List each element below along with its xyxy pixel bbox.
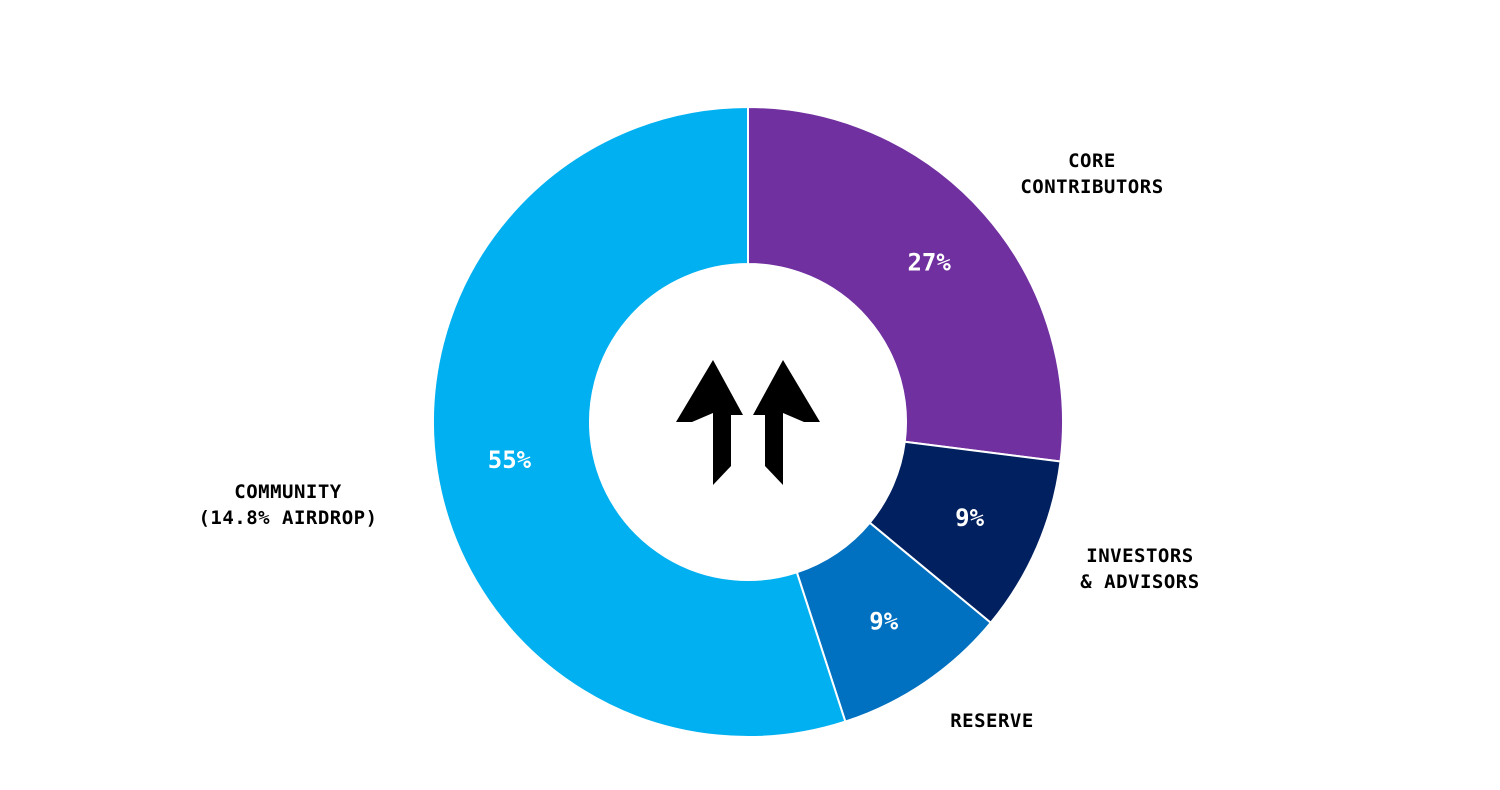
slice-category-label-line: INVESTORS	[1086, 545, 1193, 567]
slice-value-label-1: 9%	[955, 504, 984, 532]
category-labels-group: CORE CONTRIBUTORS INVESTORS & ADVISORS RESER…	[198, 150, 1199, 732]
slice-0	[747, 105, 1064, 463]
slice-value-label-2: 9%	[869, 608, 898, 636]
slice-category-label-line: COMMUNITY	[234, 481, 342, 503]
slice-category-label-1: INVESTORS & ADVISORS	[1080, 545, 1199, 593]
slice-category-label-2: RESERVE	[950, 710, 1034, 732]
slice-3	[432, 105, 847, 738]
slice-category-label-line: RESERVE	[950, 710, 1034, 732]
double-arrow-up-logo-icon	[676, 360, 820, 485]
slice-category-label-line: CORE	[1068, 150, 1116, 172]
slice-value-label-3: 55%	[488, 446, 532, 474]
slices-group	[432, 105, 1064, 738]
value-labels-group: 27% 9% 9% 55%	[488, 248, 985, 635]
slice-category-label-0: CORE CONTRIBUTORS	[1020, 150, 1163, 198]
slice-category-label-line: CONTRIBUTORS	[1020, 176, 1163, 198]
slice-value-label-0: 27%	[907, 248, 951, 276]
slice-category-label-line: & ADVISORS	[1080, 571, 1199, 593]
slice-category-label-line: (14.8% AIRDROP)	[198, 507, 377, 529]
slice-category-label-3: COMMUNITY (14.8% AIRDROP)	[198, 481, 377, 529]
